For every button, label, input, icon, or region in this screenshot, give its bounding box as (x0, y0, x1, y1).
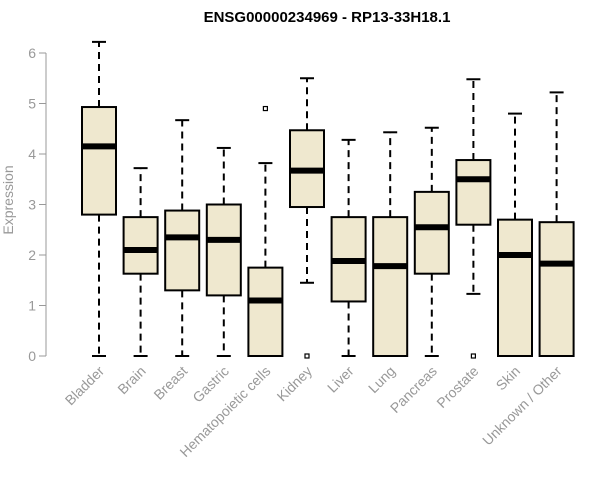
x-tick-label: Brain (114, 363, 148, 397)
y-tick-label: 3 (28, 197, 36, 213)
x-tick-label: Kidney (274, 363, 316, 405)
box-kidney (289, 77, 325, 359)
boxes-group (81, 40, 575, 359)
y-tick-label: 6 (28, 45, 36, 61)
box-skin (497, 112, 533, 357)
box-unknown-other (538, 91, 575, 357)
chart-title: ENSG00000234969 - RP13-33H18.1 (204, 9, 451, 26)
x-tick-label: Breast (150, 363, 190, 403)
box-prostate (455, 78, 492, 359)
iqr-box (538, 221, 575, 357)
box-gastric (205, 146, 242, 357)
box-hematopoietic-cells (247, 105, 284, 357)
iqr-box (205, 203, 242, 297)
outlier-point (470, 353, 476, 359)
box-lung (372, 131, 409, 357)
iqr-box (497, 218, 533, 357)
iqr-box (455, 159, 492, 226)
box-breast (164, 119, 201, 357)
y-tick-label: 1 (28, 298, 36, 314)
iqr-box (164, 209, 201, 292)
x-tick-label: Liver (324, 363, 357, 396)
x-tick-label: Prostate (433, 363, 481, 411)
box-brain (122, 167, 159, 357)
outlier-point (304, 353, 310, 359)
y-tick-label: 0 (28, 348, 36, 364)
x-tick-label: Unknown / Other (479, 363, 565, 449)
iqr-box (81, 106, 117, 216)
y-tick-label: 2 (28, 247, 36, 263)
iqr-box (247, 266, 284, 357)
y-axis: 0 1 2 3 4 5 6 (28, 45, 47, 364)
x-tick-label: Skin (493, 363, 524, 394)
x-tick-label: Bladder (62, 363, 108, 409)
y-axis-label: Expression (0, 165, 16, 234)
box-liver (330, 138, 367, 357)
iqr-box (122, 216, 159, 275)
y-tick-label: 4 (28, 146, 36, 162)
iqr-box (413, 190, 450, 275)
x-tick-label: Lung (365, 363, 398, 396)
box-pancreas (413, 126, 450, 357)
iqr-box (372, 216, 409, 357)
outlier-point (262, 105, 268, 112)
box-bladder (81, 40, 117, 357)
y-tick-label: 5 (28, 96, 36, 112)
